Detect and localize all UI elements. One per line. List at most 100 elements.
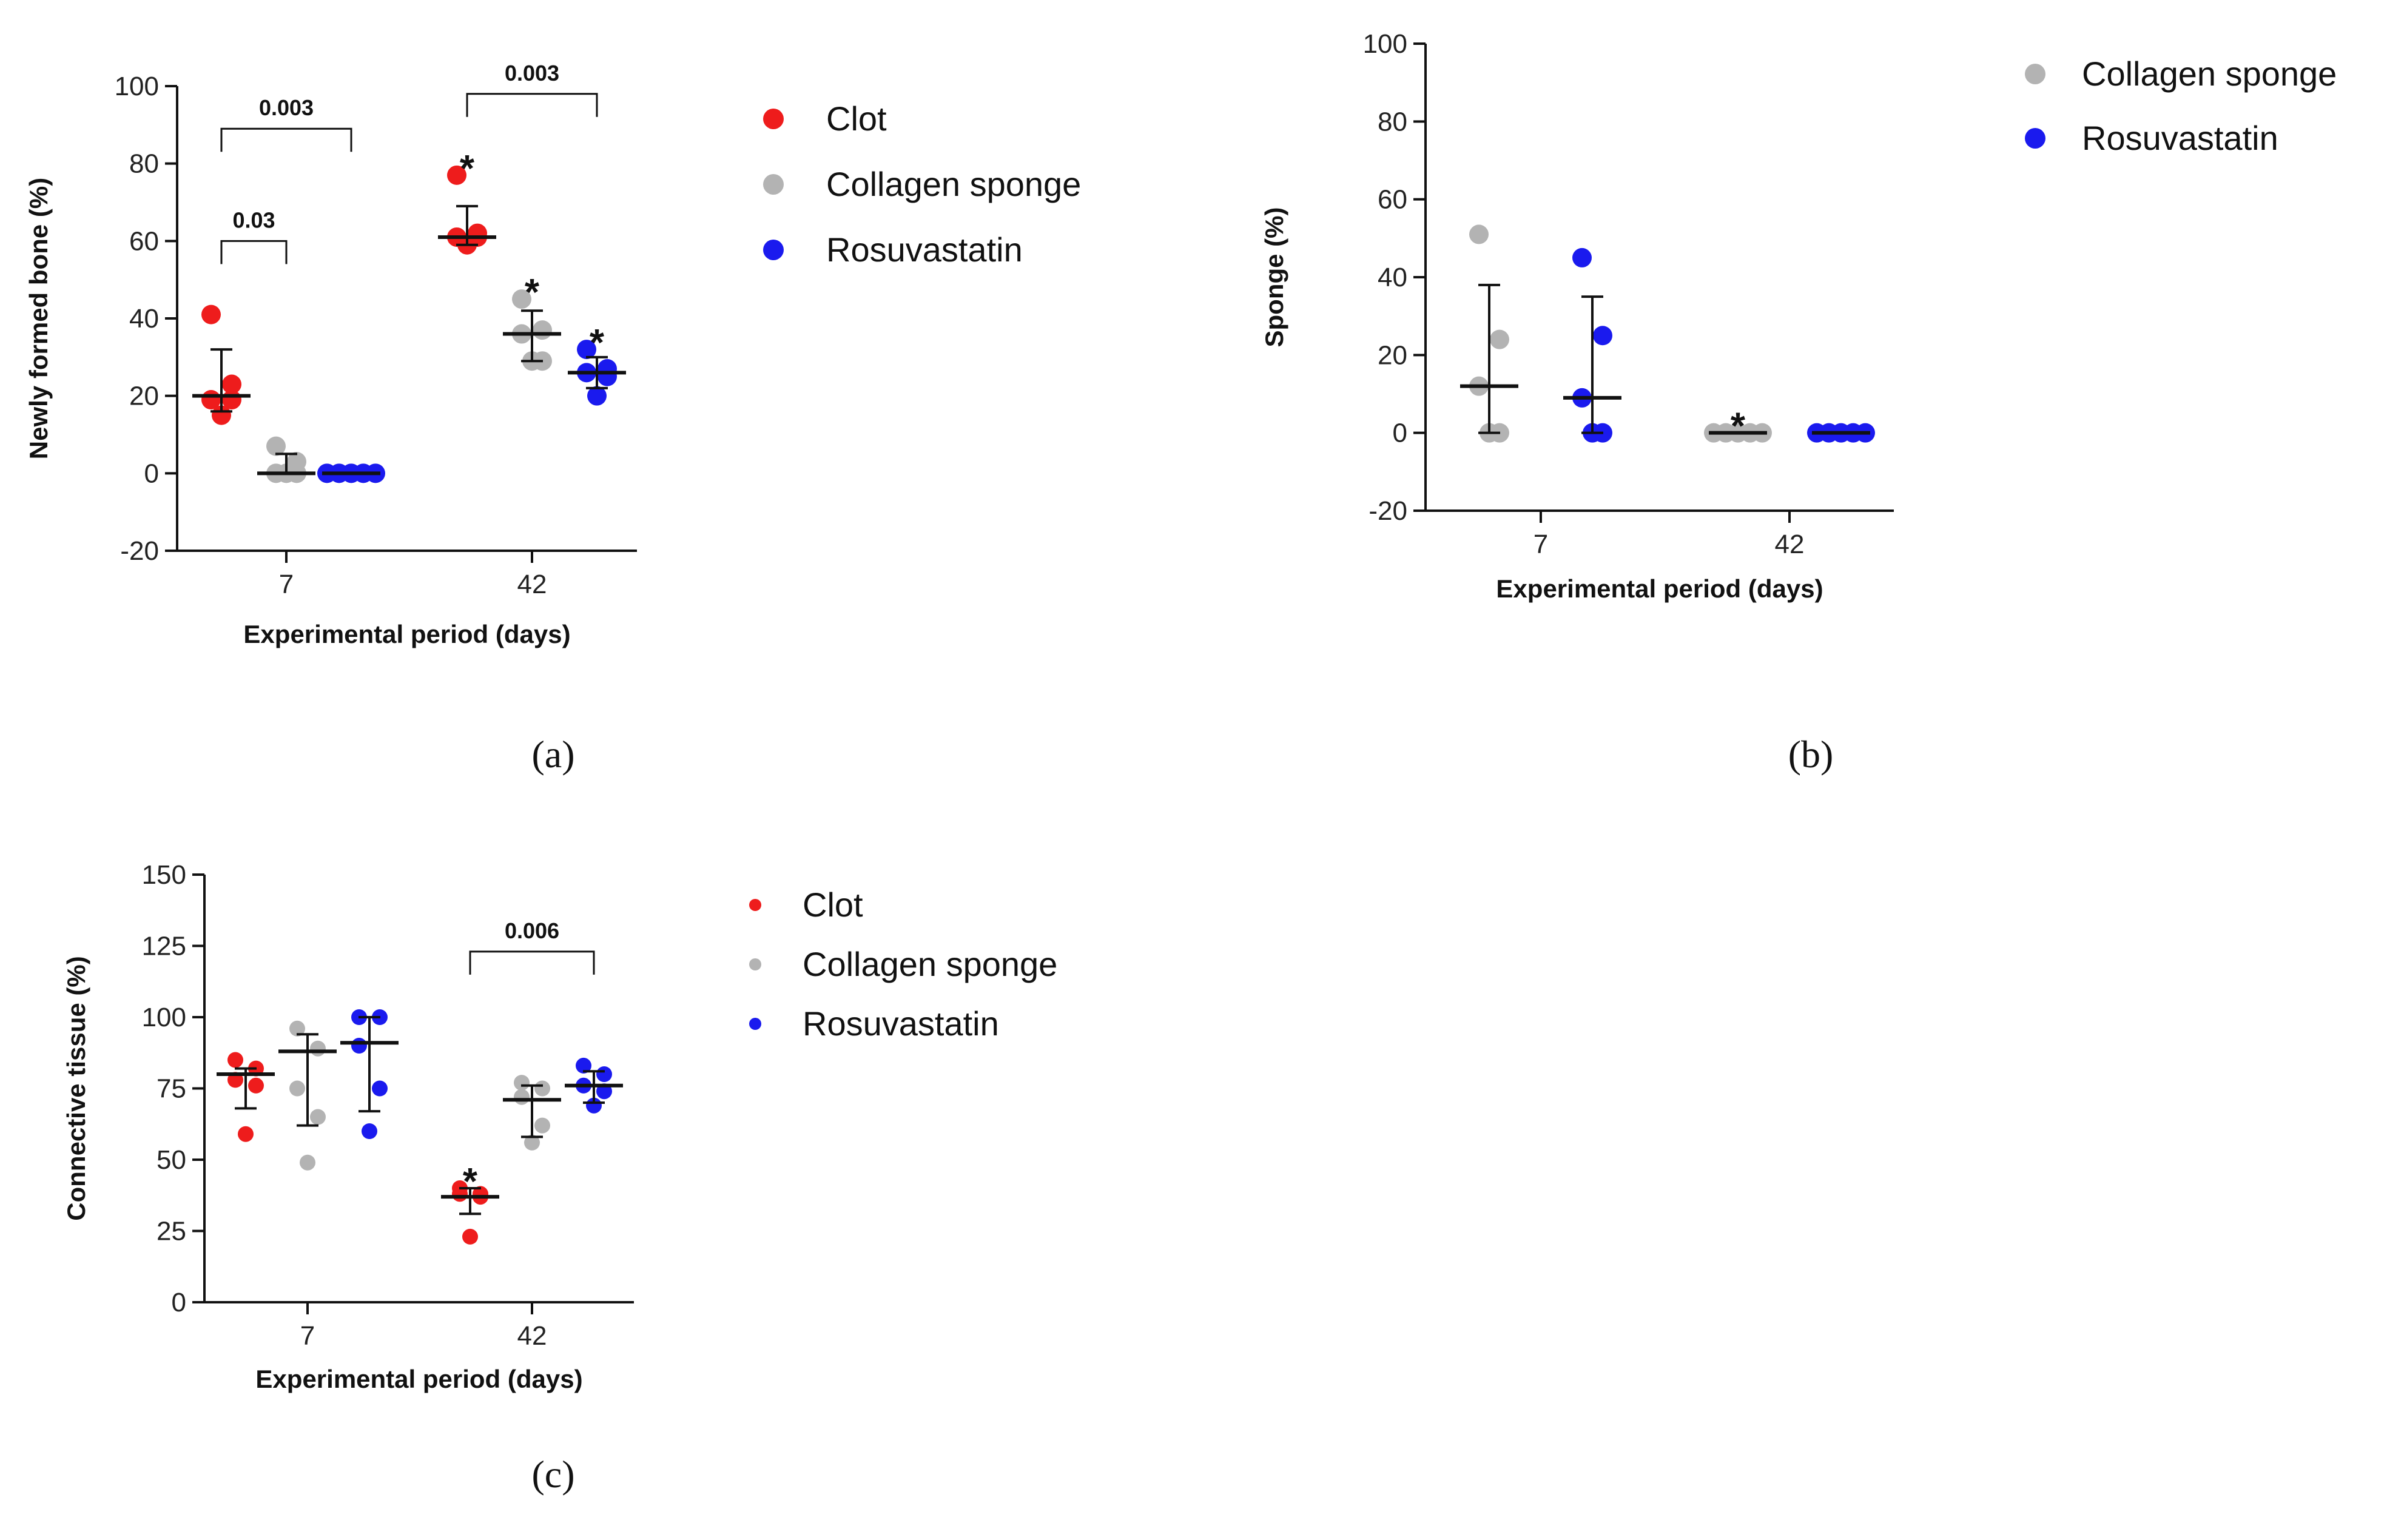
data-point-collagen-sponge <box>534 1117 550 1134</box>
y-tick-label: 20 <box>1378 340 1407 370</box>
y-tick-label: 0 <box>144 459 159 488</box>
legend-label: Collagen sponge <box>803 945 1057 983</box>
legend-marker <box>2025 128 2045 149</box>
legend-marker <box>749 958 761 970</box>
data-point-collagen-sponge <box>534 1080 550 1097</box>
y-tick-label: 0 <box>1393 419 1407 448</box>
data-point-collagen-sponge <box>289 1020 305 1037</box>
data-point-rosuvastatin <box>577 340 596 360</box>
y-tick-label: 0 <box>172 1288 186 1317</box>
legend-marker <box>763 240 784 260</box>
bracket-p-value: 0.006 <box>505 918 559 943</box>
panel-label: (c) <box>531 1453 574 1496</box>
y-tick-label: 150 <box>142 860 186 890</box>
x-tick-label: 7 <box>300 1321 315 1351</box>
data-point-rosuvastatin <box>598 366 617 386</box>
significance-star: * <box>463 1161 478 1203</box>
y-tick-label: 40 <box>1378 263 1407 292</box>
data-point-rosuvastatin <box>351 1038 367 1054</box>
data-point-rosuvastatin <box>362 1123 377 1139</box>
legend-label: Rosuvastatin <box>2082 119 2278 157</box>
y-tick-label: 75 <box>157 1074 186 1104</box>
y-tick-label: 100 <box>115 72 159 101</box>
significance-star: * <box>590 322 605 364</box>
data-point-collagen-sponge <box>533 320 552 340</box>
data-point-clot <box>227 1052 243 1068</box>
x-tick-label: 42 <box>517 570 547 599</box>
legend-label: Clot <box>803 886 863 924</box>
legend-label: Collagen sponge <box>2082 55 2337 93</box>
y-tick-label: 100 <box>1363 29 1407 59</box>
y-tick-label: 80 <box>129 149 159 179</box>
legend-marker <box>763 174 784 195</box>
y-axis-title: Newly formed bone (%) <box>24 178 53 459</box>
y-axis-title: Connective tissue (%) <box>62 956 90 1220</box>
data-point-rosuvastatin <box>576 1057 591 1074</box>
legend-label: Clot <box>826 99 887 138</box>
significance-bracket <box>220 127 352 152</box>
data-point-clot <box>201 304 221 324</box>
y-tick-label: 50 <box>157 1145 186 1175</box>
y-tick-label: 125 <box>142 932 186 961</box>
x-tick-label: 42 <box>1775 530 1805 559</box>
y-tick-label: -20 <box>120 536 159 566</box>
y-tick-label: 40 <box>129 304 159 334</box>
y-tick-label: 80 <box>1378 107 1407 136</box>
data-point-clot <box>248 1077 264 1094</box>
legend-marker <box>749 899 761 911</box>
x-axis-title: Experimental period (days) <box>255 1365 582 1393</box>
data-point-collagen-sponge <box>300 1154 315 1171</box>
significance-star: * <box>1731 406 1746 448</box>
data-point-collagen-sponge <box>512 289 531 309</box>
x-tick-label: 7 <box>279 570 294 599</box>
y-tick-label: 20 <box>129 382 159 411</box>
data-point-rosuvastatin <box>1593 326 1612 346</box>
bracket-p-value: 0.03 <box>232 207 275 232</box>
chart-panel-b: -20 0 20 40 60 80 100 7 42 Experimental period (d… <box>1260 29 2337 776</box>
legend-marker <box>749 1018 761 1030</box>
data-point-collagen-sponge <box>514 1075 530 1091</box>
y-axis-title: Sponge (%) <box>1260 207 1288 348</box>
legend-label: Collagen sponge <box>826 165 1081 203</box>
x-axis-title: Experimental period (days) <box>1496 574 1823 603</box>
legend-marker <box>763 109 784 129</box>
legend-label: Rosuvastatin <box>826 230 1023 269</box>
data-point-clot <box>222 374 241 394</box>
chart-panel-a: -20 0 20 40 60 80 100 7 42 Experimental period (d… <box>24 61 1081 776</box>
y-tick-label: 25 <box>157 1217 186 1246</box>
data-point-rosuvastatin <box>372 1080 388 1097</box>
significance-star: * <box>460 148 475 190</box>
x-tick-label: 42 <box>517 1321 547 1351</box>
bracket-p-value: 0.003 <box>505 61 559 86</box>
bracket-p-value: 0.003 <box>259 95 314 120</box>
chart-panel-c: 0 25 50 75 100 125 150 7 42 Experimental period (… <box>62 860 1057 1496</box>
y-tick-label: 60 <box>129 226 159 256</box>
data-point-clot <box>238 1126 254 1142</box>
data-point-collagen-sponge <box>1469 224 1489 244</box>
data-point-collagen-sponge <box>1490 329 1509 349</box>
data-point-collagen-sponge <box>266 436 286 456</box>
panel-label: (a) <box>531 733 574 776</box>
data-point-clot <box>462 1228 478 1245</box>
x-tick-label: 7 <box>1534 530 1548 559</box>
data-point-rosuvastatin <box>596 1066 612 1082</box>
y-tick-label: 60 <box>1378 185 1407 215</box>
significance-bracket <box>466 93 598 117</box>
significance-star: * <box>525 272 540 314</box>
significance-bracket <box>469 950 595 975</box>
data-point-collagen-sponge <box>514 1089 530 1105</box>
panel-label: (b) <box>1788 733 1834 776</box>
data-point-collagen-sponge <box>524 1134 540 1151</box>
y-tick-label: 100 <box>142 1003 186 1032</box>
x-axis-title: Experimental period (days) <box>243 620 570 648</box>
data-point-clot <box>447 165 466 185</box>
data-point-rosuvastatin <box>587 386 607 406</box>
data-point-collagen-sponge <box>289 1080 305 1097</box>
y-tick-label: -20 <box>1369 496 1407 526</box>
data-point-rosuvastatin <box>1572 247 1592 267</box>
data-point-collagen-sponge <box>310 1109 326 1125</box>
data-point-collagen-sponge <box>310 1040 326 1057</box>
significance-bracket <box>220 240 288 264</box>
legend-label: Rosuvastatin <box>803 1004 999 1043</box>
